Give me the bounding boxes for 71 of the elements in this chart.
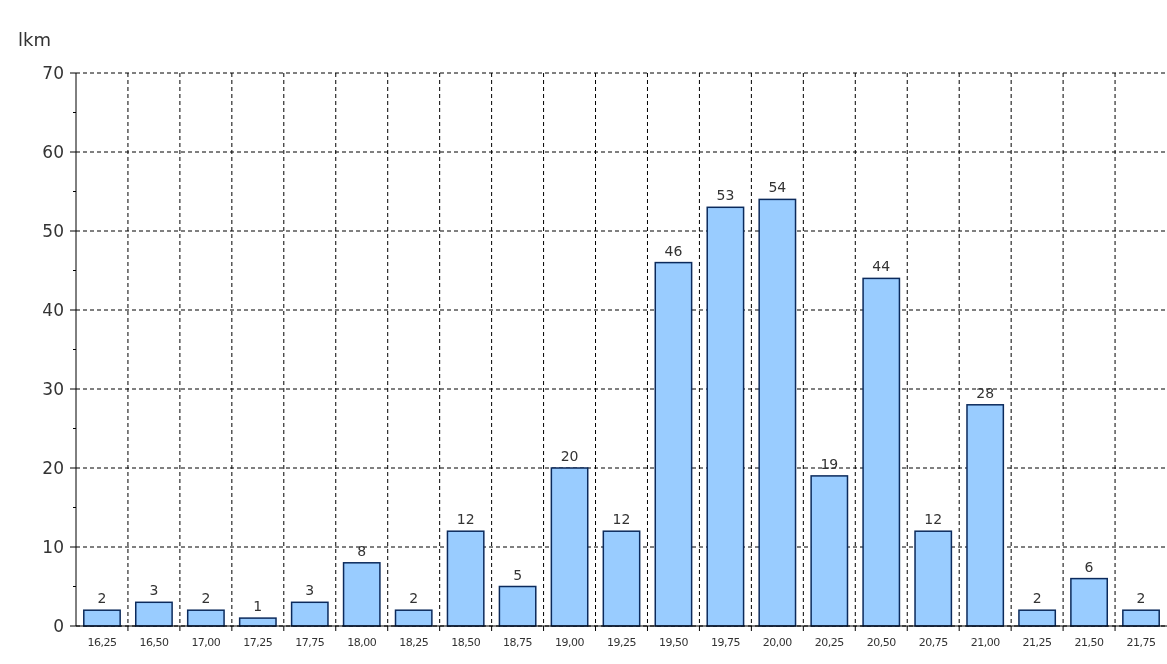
x-tick-label: 18,25 — [399, 636, 429, 649]
data-label: 5 — [513, 566, 523, 583]
bar — [186, 609, 225, 627]
bar — [290, 601, 329, 627]
bar — [1122, 609, 1160, 627]
bar — [966, 404, 1005, 627]
y-tick-label: 70 — [42, 62, 64, 83]
bar — [446, 530, 485, 627]
data-label: 54 — [768, 179, 787, 196]
data-label: 44 — [872, 258, 891, 275]
y-tick-label: 30 — [42, 378, 64, 399]
x-tick-label: 20,25 — [814, 636, 845, 649]
data-label: 2 — [97, 590, 107, 607]
data-label: 12 — [924, 511, 943, 528]
data-label: 3 — [149, 582, 159, 599]
x-tick-label: 17,00 — [191, 636, 221, 649]
x-tick-label: 20,00 — [762, 636, 793, 649]
x-tick-label: 17,75 — [295, 636, 325, 649]
bar — [394, 609, 433, 627]
bar — [914, 530, 953, 627]
x-tick-label: 18,50 — [451, 636, 481, 649]
data-label: 46 — [664, 242, 683, 259]
x-tick-label: 21,25 — [1022, 636, 1053, 649]
data-label: 2 — [409, 590, 419, 607]
x-tick-label: 16,50 — [139, 636, 169, 649]
data-label: 8 — [357, 542, 367, 559]
x-tick-label: 18,75 — [503, 636, 533, 649]
y-tick-label: 10 — [42, 536, 64, 557]
x-tick-label: 19,50 — [658, 636, 689, 649]
x-tick-label: 18,00 — [347, 636, 377, 649]
bar — [758, 198, 797, 627]
bar — [862, 277, 901, 627]
bar — [602, 530, 641, 627]
bar — [342, 562, 381, 627]
x-tick-label: 16,25 — [87, 636, 117, 649]
data-label: 20 — [560, 448, 579, 464]
x-tick-label: 21,75 — [1126, 636, 1157, 649]
y-tick-label: 0 — [53, 615, 64, 636]
y-axis-title: lkm — [18, 29, 51, 50]
data-label: 12 — [456, 511, 475, 528]
data-label: 12 — [612, 511, 631, 528]
data-label: 2 — [1032, 590, 1042, 607]
x-tick-label: 21,00 — [970, 636, 1001, 649]
bar — [135, 601, 173, 627]
data-label: 19 — [820, 455, 839, 472]
bar — [706, 206, 745, 627]
bar — [1018, 609, 1057, 627]
bar — [810, 475, 849, 627]
x-tick-label: 20,75 — [918, 636, 949, 649]
bar — [550, 467, 589, 627]
data-label: 28 — [976, 384, 995, 401]
x-tick-label: 19,75 — [710, 636, 741, 649]
data-label: 1 — [253, 598, 263, 615]
x-tick-label: 17,25 — [243, 636, 273, 649]
x-tick-label: 21,50 — [1074, 636, 1105, 649]
bar — [498, 585, 537, 627]
data-label: 53 — [716, 187, 735, 204]
y-tick-label: 20 — [42, 457, 64, 478]
data-label: 2 — [201, 590, 211, 607]
y-tick-label: 40 — [42, 299, 64, 320]
y-tick-label: 60 — [42, 141, 64, 162]
bar — [83, 609, 121, 627]
x-tick-label: 19,25 — [607, 636, 637, 649]
x-tick-label: 19,00 — [555, 636, 585, 649]
data-label: 6 — [1084, 558, 1094, 575]
x-tick-label: 20,50 — [866, 636, 897, 649]
y-tick-label: 50 — [42, 220, 64, 241]
data-label: 3 — [305, 582, 315, 599]
bar — [654, 261, 693, 627]
bar — [1070, 577, 1109, 627]
data-label: 2 — [1136, 590, 1146, 607]
